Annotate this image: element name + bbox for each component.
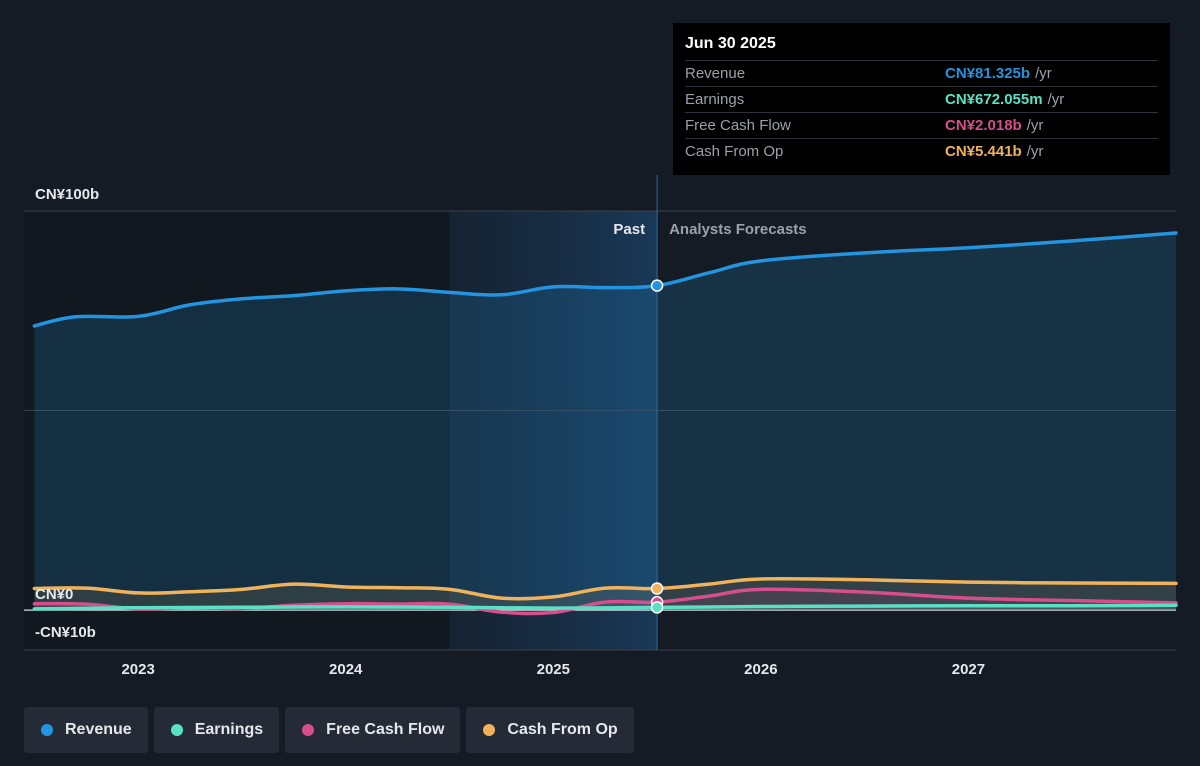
legend: Revenue Earnings Free Cash Flow Cash From O… (24, 707, 634, 753)
past-label: Past (613, 221, 645, 238)
legend-label: Earnings (194, 721, 264, 738)
tooltip-row: Earnings CN¥672.055m/yr (685, 86, 1158, 112)
x-tick-label: 2026 (744, 661, 777, 678)
y-tick-label: CN¥0 (35, 586, 73, 603)
legend-dot-icon (170, 724, 183, 736)
legend-dot-icon (483, 724, 496, 736)
tooltip-row-label: Cash From Op (685, 143, 784, 160)
x-tick-label: 2025 (537, 661, 570, 678)
legend-label: Free Cash Flow (326, 721, 445, 738)
grid (24, 210, 1176, 651)
cash-from-op-line (32, 576, 1178, 601)
tooltip-row: Revenue CN¥81.325b/yr (685, 60, 1158, 86)
x-tick-label: 2023 (121, 661, 154, 678)
tooltip-row-label: Revenue (685, 65, 746, 82)
tooltip-date: Jun 30 2025 (685, 35, 776, 52)
x-tick-label: 2024 (329, 661, 363, 678)
series-lines (32, 231, 1178, 616)
series-markers (650, 279, 664, 614)
legend-label: Cash From Op (507, 721, 618, 738)
tooltip: Jun 30 2025 Revenue CN¥81.325b/yr Earnings… (673, 23, 1170, 175)
tooltip-row-value: CN¥81.325b (945, 65, 1031, 82)
legend-dot-icon (41, 724, 53, 736)
tooltip-row-value: CN¥5.441b (945, 143, 1022, 160)
legend-item-cash-from-op[interactable]: Cash From Op (466, 707, 634, 753)
tooltip-row-value: CN¥2.018b (945, 117, 1022, 134)
x-axis-labels: 2023 2024 2025 2026 2027 (121, 661, 985, 678)
tooltip-row-unit: /yr (1026, 117, 1044, 134)
tooltip-row-label: Earnings (685, 91, 745, 108)
tooltip-row-unit: /yr (1026, 143, 1044, 160)
legend-item-earnings[interactable]: Earnings (153, 707, 280, 753)
y-tick-label: -CN¥10b (35, 624, 96, 641)
tooltip-row-unit: /yr (1035, 65, 1052, 82)
cash-from-op-marker (650, 582, 664, 595)
revenue-line (32, 231, 1178, 328)
earnings-marker (650, 601, 664, 614)
tooltip-row-label: Free Cash Flow (685, 117, 791, 134)
earnings-line (32, 603, 1178, 611)
legend-label: Revenue (65, 721, 132, 738)
tooltip-row: Cash From Op CN¥5.441b/yr (685, 138, 1158, 164)
y-axis-labels: CN¥100b CN¥0 -CN¥10b (35, 186, 99, 641)
pre-highlight-background (24, 211, 450, 650)
x-tick-label: 2027 (952, 661, 985, 678)
tooltip-row-unit: /yr (1047, 91, 1065, 108)
legend-dot-icon (302, 724, 315, 736)
legend-item-revenue[interactable]: Revenue (24, 707, 148, 753)
revenue-marker (650, 279, 664, 292)
tooltip-row-value: CN¥672.055m (945, 91, 1043, 108)
past-highlight-region (449, 211, 658, 650)
tooltip-rows: Revenue CN¥81.325b/yr Earnings CN¥672.055m /… (685, 60, 1158, 164)
revenue-area (34, 232, 1176, 611)
forecast-label: Analysts Forecasts (669, 221, 807, 238)
legend-item-free-cash-flow[interactable]: Free Cash Flow (285, 707, 461, 753)
tooltip-row: Free Cash Flow CN¥2.018b/yr (685, 112, 1158, 138)
y-tick-label: CN¥100b (35, 186, 99, 203)
